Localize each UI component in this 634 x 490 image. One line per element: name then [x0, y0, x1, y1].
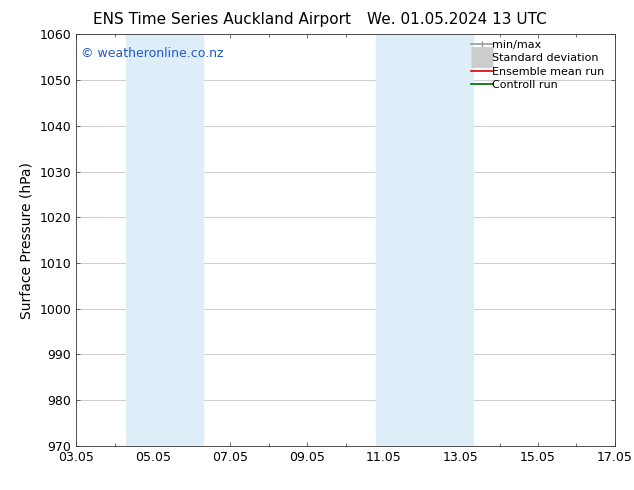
Legend: min/max, Standard deviation, Ensemble mean run, Controll run: min/max, Standard deviation, Ensemble me… [470, 40, 609, 90]
Bar [126, 34, 203, 446]
Text: ENS Time Series Auckland Airport: ENS Time Series Auckland Airport [93, 12, 351, 27]
Text: © weatheronline.co.nz: © weatheronline.co.nz [81, 47, 224, 60]
Text: We. 01.05.2024 13 UTC: We. 01.05.2024 13 UTC [366, 12, 547, 27]
Bar [377, 34, 472, 446]
Y-axis label: Surface Pressure (hPa): Surface Pressure (hPa) [20, 162, 34, 318]
